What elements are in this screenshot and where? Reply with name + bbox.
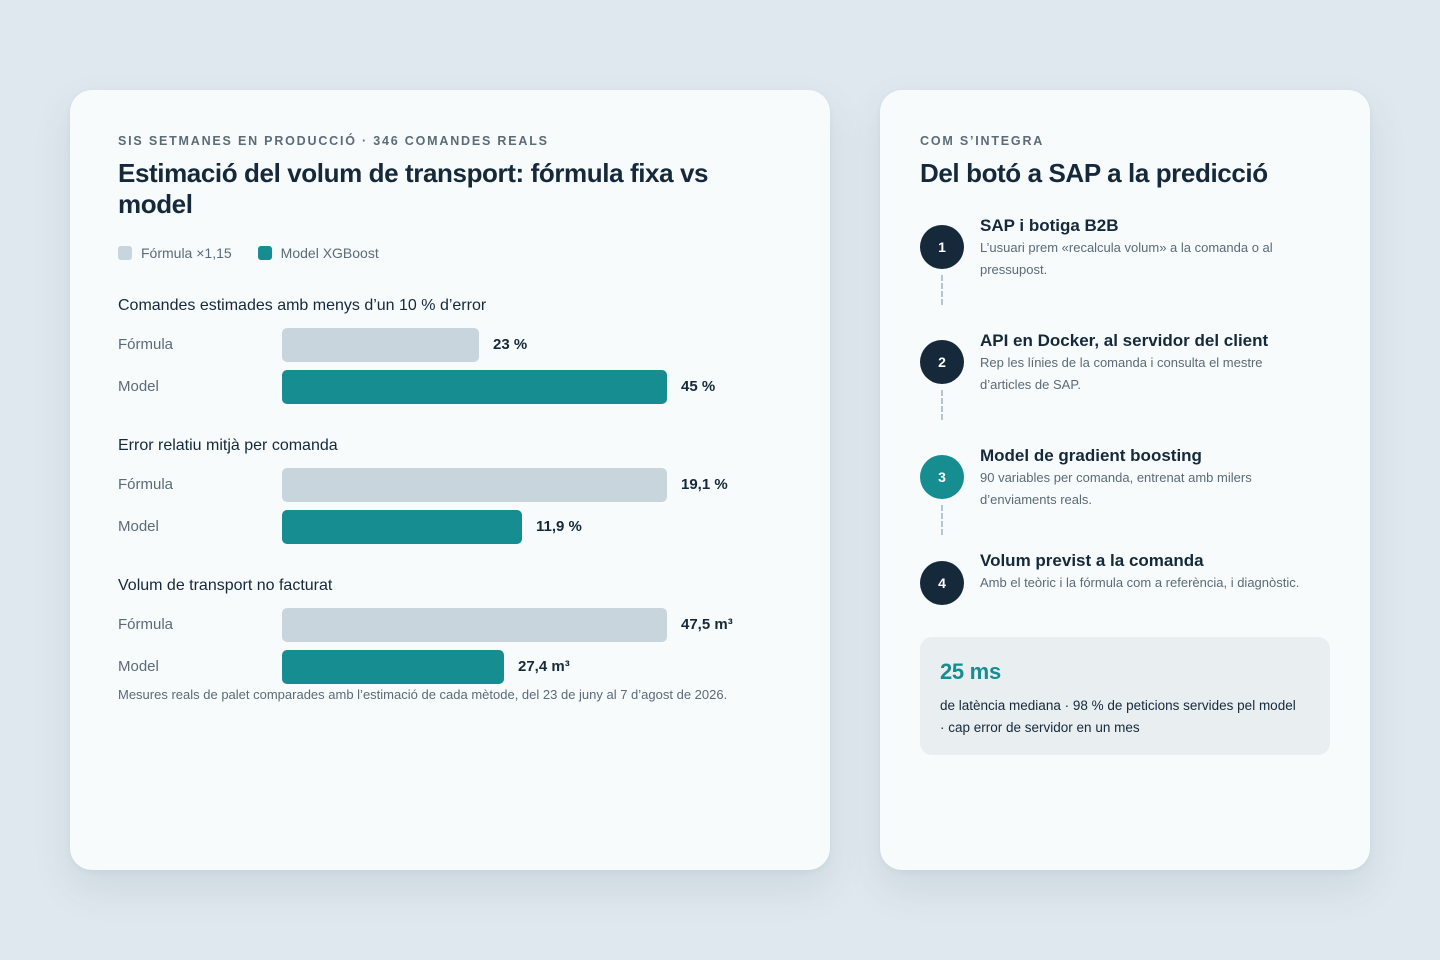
legend-item-formula: Fórmula ×1,15 <box>118 245 232 261</box>
chart-legend: Fórmula ×1,15 Model XGBoost <box>118 244 782 262</box>
comparison-eyebrow: SIS SETMANES EN PRODUCCIÓ · 346 COMANDES… <box>118 134 549 148</box>
metric-title: Comandes estimades amb menys d’un 10 % d… <box>118 297 487 314</box>
bar-value: 45 % <box>681 378 716 395</box>
integration-steps: 1 SAP i botiga B2B L’usuari prem «recalc… <box>920 215 1330 615</box>
step-description: L’usuari prem «recalcula volum» a la com… <box>980 240 1273 277</box>
latency-description: de latència mediana · 98 % de peticions … <box>940 698 1296 735</box>
step-title: Model de gradient boosting <box>980 446 1202 465</box>
latency-value: 25 ms <box>940 659 1001 684</box>
bar-label: Fórmula <box>118 616 174 633</box>
bar-model <box>282 510 522 544</box>
chart-footnote: Mesures reals de palet comparades amb l’… <box>118 687 728 702</box>
metric-group-error: Error relatiu mitjà per comanda Fórmula … <box>118 436 782 544</box>
bar-row-formula: Fórmula 47,5 m³ <box>118 608 782 642</box>
bar-model <box>282 370 667 404</box>
bar-label: Model <box>118 378 159 395</box>
comparison-title: Estimació del volum de transport: fórmul… <box>118 158 709 219</box>
bar-label: Model <box>118 658 159 675</box>
metric-group-volume: Volum de transport no facturat Fórmula 4… <box>118 576 782 684</box>
step-description: 90 variables per comanda, entrenat amb m… <box>980 470 1252 507</box>
step-description: Amb el teòric i la fórmula com a referèn… <box>980 575 1300 590</box>
bar-row-model: Model 27,4 m³ <box>118 650 782 684</box>
step-number-badge: 4 <box>920 561 964 605</box>
legend-swatch-formula <box>118 246 132 260</box>
step-title: SAP i botiga B2B <box>980 216 1119 235</box>
step-title: API en Docker, al servidor del client <box>980 331 1269 350</box>
bar-formula <box>282 608 667 642</box>
step-number-badge: 2 <box>920 340 964 384</box>
integration-title: Del botó a SAP a la predicció <box>920 158 1268 188</box>
metric-title: Error relatiu mitjà per comanda <box>118 437 338 454</box>
integration-card: COM S’INTEGRA Del botó a SAP a la predic… <box>880 90 1370 870</box>
bar-label: Model <box>118 518 159 535</box>
step-connector <box>941 275 943 305</box>
bar-value: 11,9 % <box>536 518 582 535</box>
step-connector <box>941 390 943 420</box>
legend-swatch-model <box>257 246 272 260</box>
bar-formula <box>282 328 479 362</box>
bar-row-formula: Fórmula 23 % <box>118 328 782 362</box>
step-title: Volum previst a la comanda <box>980 551 1204 570</box>
bar-model <box>282 650 504 684</box>
comparison-card: SIS SETMANES EN PRODUCCIÓ · 346 COMANDES… <box>70 90 830 870</box>
bar-value: 23 % <box>493 336 528 353</box>
metric-title: Volum de transport no facturat <box>118 577 333 594</box>
bar-row-formula: Fórmula 19,1 % <box>118 468 782 502</box>
bar-value: 47,5 m³ <box>681 616 733 633</box>
integration-eyebrow: COM S’INTEGRA <box>920 134 1045 148</box>
step-number-badge: 3 <box>920 455 964 499</box>
bar-formula <box>282 468 667 502</box>
step-connector <box>941 505 943 535</box>
latency-stat-box: 25 ms de latència mediana · 98 % de peti… <box>920 637 1330 755</box>
bar-value: 27,4 m³ <box>518 658 570 675</box>
legend-label-model: Model XGBoost <box>280 245 379 261</box>
bar-label: Fórmula <box>118 476 174 493</box>
step-description: Rep les línies de la comanda i consulta … <box>980 355 1263 392</box>
bar-row-model: Model 45 % <box>118 370 782 404</box>
bar-label: Fórmula <box>118 336 174 353</box>
legend-label-formula: Fórmula ×1,15 <box>141 245 232 261</box>
legend-item-model: Model XGBoost <box>257 245 379 261</box>
bar-row-model: Model 11,9 % <box>118 510 782 544</box>
step-number-badge: 1 <box>920 225 964 269</box>
metric-group-accuracy: Comandes estimades amb menys d’un 10 % d… <box>118 296 782 404</box>
bar-value: 19,1 % <box>681 476 728 493</box>
